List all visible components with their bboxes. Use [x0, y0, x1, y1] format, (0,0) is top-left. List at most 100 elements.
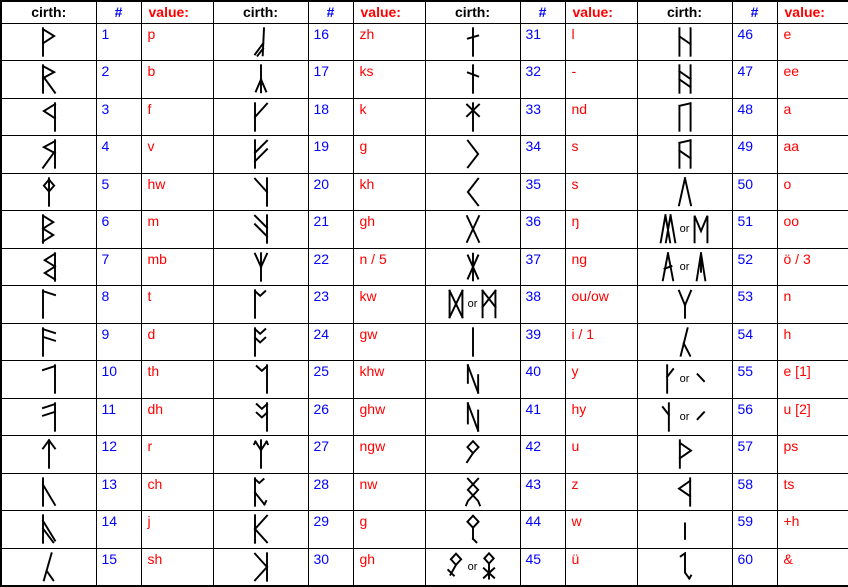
cirth-rune-glyph-c59	[683, 522, 686, 541]
header-value-4: value:	[776, 0, 848, 24]
cirth-number-cell: 40	[519, 360, 566, 399]
cirth-rune-glyph-c45b	[482, 551, 496, 580]
cirth-number-cell: 1	[95, 22, 142, 61]
cirth-number-cell: 35	[519, 172, 566, 211]
cirth-glyph-cell	[636, 60, 733, 99]
cirth-glyph-cell	[0, 322, 97, 361]
cirth-glyph-cell	[636, 22, 733, 61]
cirth-value-cell: +h	[776, 510, 848, 549]
cirth-rune-glyph-c11	[41, 402, 56, 432]
cirth-number-cell: 33	[519, 97, 566, 136]
cirth-number-cell: 39	[519, 322, 566, 361]
cirth-value-cell: r	[140, 435, 214, 474]
cirth-number-cell: 22	[307, 247, 354, 286]
cirth-glyph-cell	[0, 472, 97, 511]
cirth-number-cell: 14	[95, 510, 142, 549]
cirth-rune-glyph-c48	[677, 101, 692, 132]
cirth-glyph-cell	[212, 22, 309, 61]
cirth-glyph-cell	[636, 172, 733, 211]
header-cirth-3: cirth:	[424, 0, 521, 24]
cirth-value-cell: z	[564, 472, 638, 511]
cirth-rune-glyph-c14	[41, 514, 57, 544]
cirth-rune-glyph-c22	[253, 252, 268, 282]
cirth-rune-glyph-c49	[677, 139, 692, 169]
cirth-number-cell: 44	[519, 510, 566, 549]
cirth-glyph-cell	[424, 22, 521, 61]
cirth-rune-glyph-c12	[41, 439, 57, 469]
cirth-rune-glyph-c56a	[661, 402, 670, 432]
cirth-number-cell: 57	[731, 435, 778, 474]
cirth-glyph-cell	[424, 472, 521, 511]
cirth-value-cell: ts	[776, 472, 848, 511]
header-num-4: #	[731, 0, 778, 24]
cirth-number-cell: 28	[307, 472, 354, 511]
cirth-rune-glyph-c30	[253, 551, 268, 582]
cirth-glyph-cell	[636, 547, 733, 586]
cirth-value-cell: khw	[352, 360, 426, 399]
cirth-value-cell: v	[140, 135, 214, 174]
cirth-value-cell: gh	[352, 547, 426, 586]
cirth-number-cell: 50	[731, 172, 778, 211]
or-label: or	[679, 410, 690, 423]
cirth-rune-glyph-c32	[466, 64, 479, 94]
cirth-rune-glyph-c6	[41, 214, 55, 244]
table-row: 1 p 16 zh 31 l 46 e	[0, 22, 848, 61]
cirth-rune-glyph-c24	[253, 327, 267, 357]
cirth-rune-glyph-c8	[41, 289, 56, 319]
cirth-rune-glyph-c10	[41, 364, 56, 394]
cirth-rune-glyph-c9	[41, 327, 56, 357]
cirth-rune-glyph-c25	[254, 364, 268, 394]
cirth-rune-glyph-c13	[41, 477, 57, 507]
cirth-rune-glyph-c44	[465, 514, 480, 544]
cirth-glyph-cell	[0, 22, 97, 61]
or-label: or	[679, 223, 690, 236]
cirth-rune-glyph-c4	[41, 139, 57, 170]
cirth-rune-glyph-c34	[466, 139, 479, 169]
cirth-value-cell: oo	[776, 210, 848, 249]
cirth-glyph-cell: or	[424, 285, 521, 324]
cirth-value-cell: a	[776, 97, 848, 136]
cirth-glyph-cell	[212, 322, 309, 361]
cirth-number-cell: 19	[307, 135, 354, 174]
cirth-rune-glyph-c38a	[447, 289, 464, 319]
cirth-rune-glyph-c37	[466, 252, 479, 281]
cirth-value-cell: ng	[564, 247, 638, 286]
cirth-number-cell: 30	[307, 547, 354, 586]
cirth-number-cell: 38	[519, 285, 566, 324]
cirth-number-cell: 27	[307, 435, 354, 474]
cirth-value-cell: d	[140, 322, 214, 361]
cirth-rune-glyph-c27	[252, 439, 269, 469]
cirth-number-cell: 45	[519, 547, 566, 586]
cirth-value-cell: &	[776, 547, 848, 586]
cirth-rune-glyph-c51b	[693, 215, 709, 244]
or-label: or	[679, 373, 690, 386]
cirth-number-cell: 47	[731, 60, 778, 99]
cirth-glyph-cell	[424, 60, 521, 99]
cirth-rune-glyph-c21	[253, 214, 268, 244]
cirth-number-cell: 20	[307, 172, 354, 211]
cirth-glyph-cell	[0, 510, 97, 549]
header-num-3: #	[519, 0, 566, 24]
cirth-rune-glyph-c7	[42, 252, 57, 282]
cirth-number-cell: 3	[95, 97, 142, 136]
cirth-glyph-cell	[212, 547, 309, 586]
cirth-rune-glyph-c29	[253, 514, 268, 544]
cirth-glyph-cell	[212, 360, 309, 399]
cirth-glyph-cell	[636, 135, 733, 174]
header-row: cirth: # value: cirth: # value: cirth: #…	[0, 0, 848, 24]
cirth-rune-glyph-c31	[466, 27, 479, 57]
cirth-rune-glyph-c36	[465, 215, 480, 244]
cirth-rune-glyph-c56b	[696, 410, 706, 421]
cirth-value-cell: l	[564, 22, 638, 61]
cirth-value-cell: p	[140, 22, 214, 61]
cirth-rune-glyph-c52b	[696, 251, 707, 282]
cirth-glyph-cell	[212, 510, 309, 549]
cirth-value-cell: e [1]	[776, 360, 848, 399]
cirth-value-cell: s	[564, 135, 638, 174]
cirth-rune-glyph-c58	[676, 477, 691, 507]
cirth-glyph-cell: or	[424, 547, 521, 586]
cirth-number-cell: 34	[519, 135, 566, 174]
table-row: 13 ch 28 nw 43 z 58 ts	[0, 472, 848, 511]
cirth-number-cell: 43	[519, 472, 566, 511]
cirth-glyph-cell	[424, 322, 521, 361]
